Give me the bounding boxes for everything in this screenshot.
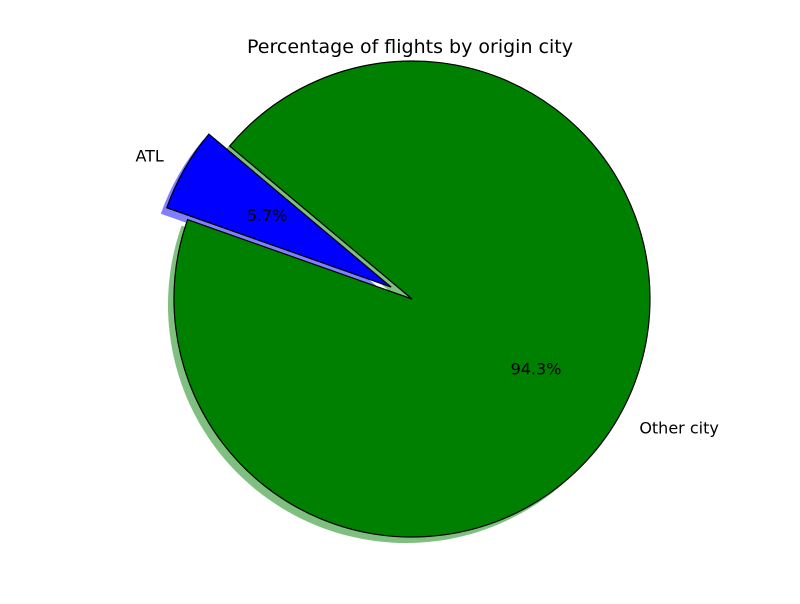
- pie-slice-atl: [166, 133, 392, 288]
- slice-label-atl: ATL: [135, 147, 163, 166]
- slice-layer: [166, 60, 651, 538]
- percent-label-other-city: 94.3%: [511, 359, 562, 378]
- percent-label-atl: 5.7%: [247, 206, 288, 225]
- slice-label-other-city: Other city: [639, 418, 719, 437]
- pie-slice-other-city: [173, 60, 651, 538]
- label-layer: ATL 5.7% Other city 94.3%: [135, 147, 718, 438]
- chart-title: Percentage of flights by origin city: [247, 36, 573, 58]
